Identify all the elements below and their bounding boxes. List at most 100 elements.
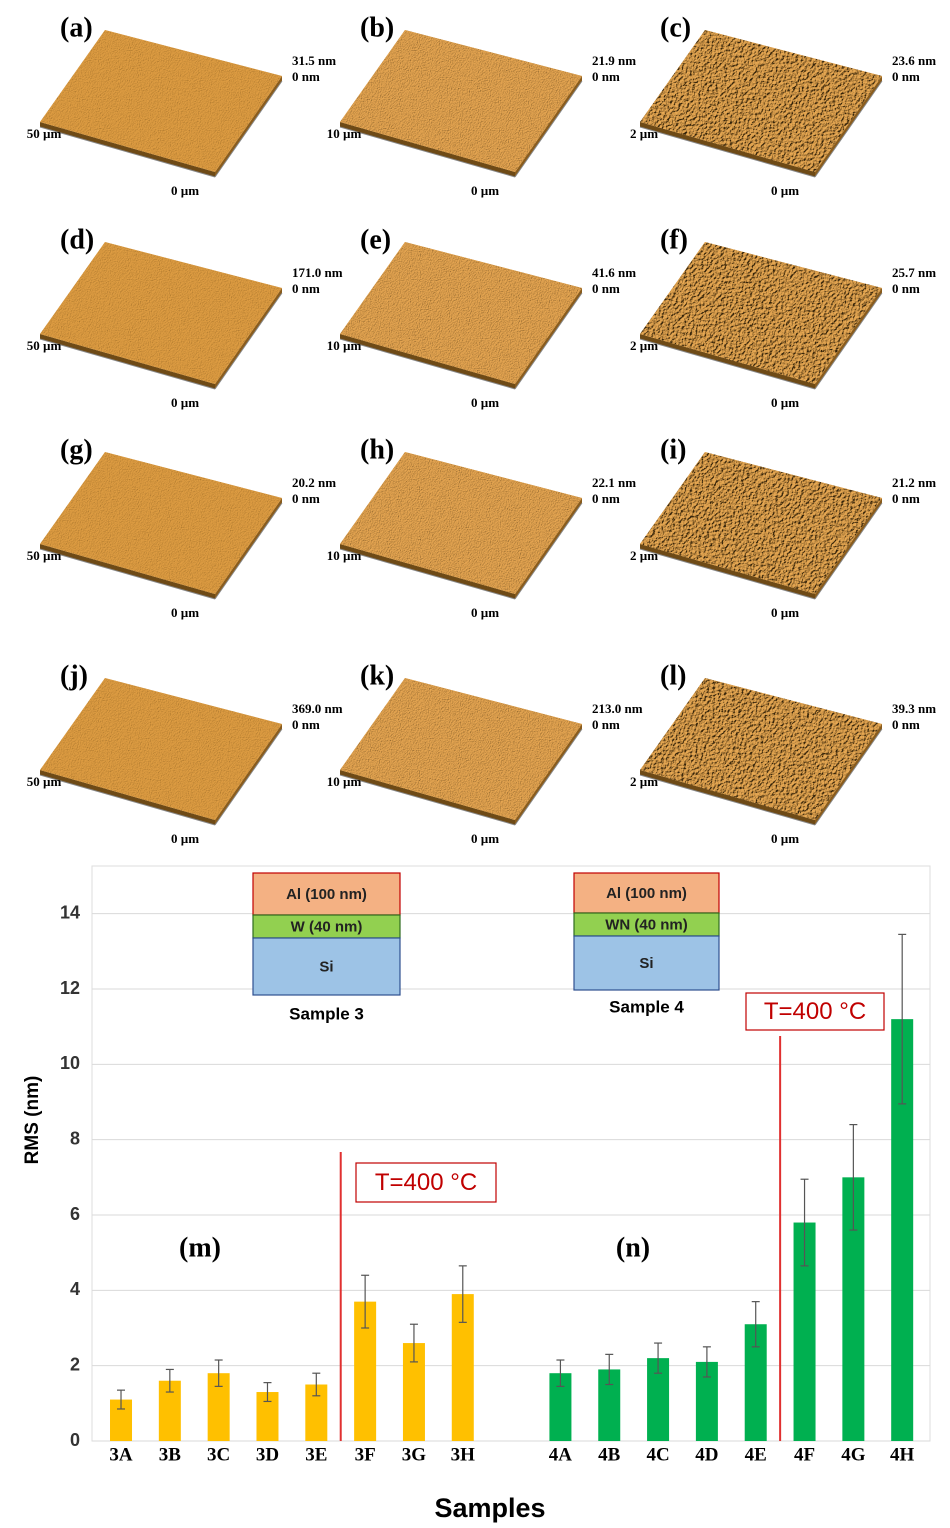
afm-panel: (d) 171.0 nm0 nm 50 µm 0 µm (27, 224, 343, 410)
origin-label: 0 µm (471, 183, 499, 198)
afm-panel: (b) 21.9 nm0 nm 10 µm 0 µm (327, 12, 637, 198)
z-max-label: 369.0 nm (292, 701, 343, 716)
x-tick-label: 3H (451, 1444, 476, 1465)
z-min-label: 0 nm (892, 281, 920, 296)
afm-texture (340, 30, 582, 172)
z-max-label: 20.2 nm (292, 475, 336, 490)
y-tick-label: 14 (60, 902, 80, 922)
z-max-label: 171.0 nm (292, 265, 343, 280)
panel-label: (k) (360, 660, 394, 691)
scan-size-label: 10 µm (327, 774, 362, 789)
x-tick-label: 4D (695, 1444, 718, 1465)
layer-label: WN (40 nm) (605, 916, 688, 933)
bar-chart: 02468101214RMS (nm)Samples3A3B3C3D3E3F3G… (22, 866, 930, 1523)
y-axis-title: RMS (nm) (22, 1076, 43, 1165)
origin-label: 0 µm (771, 605, 799, 620)
layer-label: Si (639, 955, 653, 972)
x-tick-label: 3D (256, 1444, 279, 1465)
z-max-label: 25.7 nm (892, 265, 936, 280)
z-min-label: 0 nm (292, 69, 320, 84)
x-tick-label: 3F (355, 1444, 376, 1465)
afm-panel: (f) 25.7 nm0 nm 2 µm 0 µm (630, 224, 936, 410)
panel-label: (d) (60, 224, 94, 255)
panel-label: (h) (360, 434, 394, 465)
scan-size-label: 10 µm (327, 548, 362, 563)
scan-size-label: 2 µm (630, 548, 658, 563)
z-min-label: 0 nm (292, 281, 320, 296)
origin-label: 0 µm (171, 605, 199, 620)
x-tick-label: 4C (646, 1444, 669, 1465)
z-min-label: 0 nm (292, 491, 320, 506)
z-max-label: 21.9 nm (592, 53, 636, 68)
y-tick-label: 12 (60, 978, 80, 998)
afm-texture (40, 30, 282, 172)
scan-size-label: 2 µm (630, 338, 658, 353)
z-min-label: 0 nm (592, 491, 620, 506)
z-max-label: 31.5 nm (292, 53, 336, 68)
layer-label: Al (100 nm) (606, 885, 687, 902)
scan-size-label: 10 µm (327, 126, 362, 141)
afm-panel: (c)23.6 nm0 nm2 µm0 µm (630, 12, 936, 198)
afm-texture (40, 678, 282, 820)
scan-size-label: 50 µm (27, 774, 62, 789)
origin-label: 0 µm (771, 183, 799, 198)
afm-panel: (j) 369.0 nm0 nm 50 µm 0 µm (27, 660, 343, 846)
afm-texture (340, 242, 582, 384)
sample-caption: Sample 3 (289, 1004, 364, 1023)
z-min-label: 0 nm (892, 717, 920, 732)
z-min-label: 0 nm (592, 69, 620, 84)
z-min-label: 0 nm (892, 69, 920, 84)
panel-label: (n) (616, 1232, 650, 1263)
x-tick-label: 3G (402, 1444, 427, 1465)
panel-label: (a) (60, 12, 93, 43)
scan-size-label: 10 µm (327, 338, 362, 353)
x-tick-label: 4G (841, 1444, 866, 1465)
afm-panel: (e)41.6 nm0 nm10 µm0 µm (327, 224, 637, 410)
layer-label: W (40 nm) (291, 918, 363, 935)
panel-label: (f) (660, 224, 688, 255)
origin-label: 0 µm (171, 395, 199, 410)
layer-label: Si (319, 958, 333, 975)
afm-texture (640, 452, 882, 594)
x-tick-label: 3C (207, 1444, 230, 1465)
panel-label: (i) (660, 434, 686, 465)
scan-size-label: 50 µm (27, 338, 62, 353)
panel-label: (l) (660, 660, 686, 691)
panel-label: (g) (60, 434, 93, 465)
figure: (a)31.5 nm0 nm50 µm0 µm(b)21.9 nm0 nm10 … (0, 0, 950, 1528)
z-max-label: 22.1 nm (592, 475, 636, 490)
panel-label: (j) (60, 660, 88, 691)
afm-texture (640, 242, 882, 384)
origin-label: 0 µm (171, 831, 199, 846)
annotation: T=400 °C (764, 998, 866, 1025)
z-max-label: 23.6 nm (892, 53, 936, 68)
y-tick-label: 0 (70, 1430, 80, 1450)
origin-label: 0 µm (771, 395, 799, 410)
z-max-label: 41.6 nm (592, 265, 636, 280)
z-min-label: 0 nm (592, 281, 620, 296)
afm-panel: (a) 31.5 nm0 nm 50 µm 0 µm (27, 12, 337, 198)
layer-label: Al (100 nm) (286, 886, 367, 903)
z-min-label: 0 nm (892, 491, 920, 506)
panel-label: (m) (179, 1232, 221, 1263)
origin-label: 0 µm (771, 831, 799, 846)
scan-size-label: 50 µm (27, 126, 62, 141)
afm-texture (340, 452, 582, 594)
z-max-label: 39.3 nm (892, 701, 936, 716)
x-tick-label: 4E (745, 1444, 767, 1465)
origin-label: 0 µm (171, 183, 199, 198)
y-tick-label: 8 (70, 1128, 80, 1148)
sample-caption: Sample 4 (609, 997, 684, 1016)
afm-panel: (g) 20.2 nm0 nm 50 µm 0 µm (27, 434, 337, 620)
afm-texture (40, 242, 282, 384)
scan-size-label: 2 µm (630, 774, 658, 789)
afm-texture (640, 30, 882, 172)
origin-label: 0 µm (471, 831, 499, 846)
panel-label: (b) (360, 12, 394, 43)
scan-size-label: 2 µm (630, 126, 658, 141)
y-tick-label: 4 (70, 1279, 80, 1299)
scan-size-label: 50 µm (27, 548, 62, 563)
z-min-label: 0 nm (292, 717, 320, 732)
z-max-label: 21.2 nm (892, 475, 936, 490)
